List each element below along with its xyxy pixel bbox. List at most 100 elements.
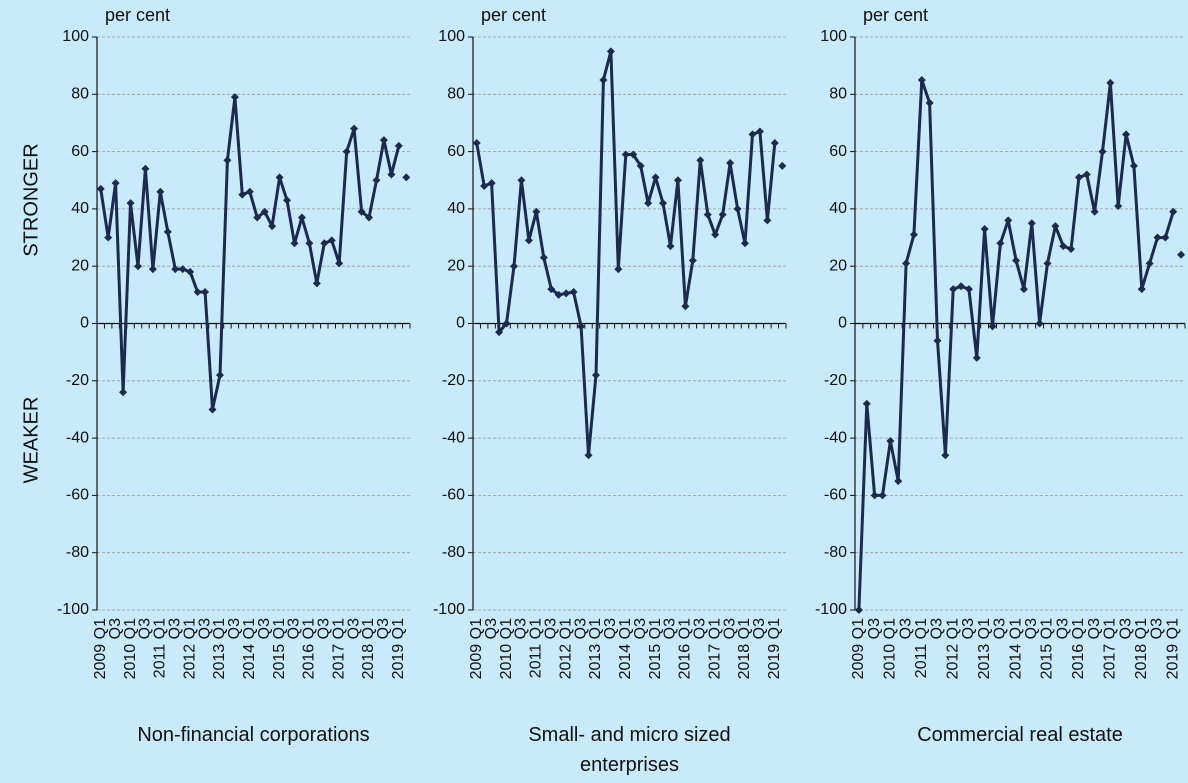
- point-marker: [726, 159, 735, 168]
- point-marker: [703, 210, 712, 219]
- x-tick-label: Q3: [632, 618, 649, 639]
- x-tick-label: 2009 Q1: [92, 618, 109, 679]
- x-tick-label: Q3: [866, 618, 883, 639]
- x-tick-label: 2018 Q1: [736, 618, 753, 679]
- x-tick-label: 2011 Q1: [152, 618, 169, 678]
- point-marker: [357, 207, 366, 216]
- x-tick-label: Q3: [316, 618, 333, 639]
- point-marker: [1090, 207, 1099, 216]
- point-marker: [878, 491, 887, 500]
- x-tick-label: Q3: [1054, 618, 1071, 639]
- point-marker: [854, 606, 863, 614]
- point-marker: [156, 187, 165, 196]
- point-marker: [1051, 222, 1060, 231]
- point-marker: [223, 156, 232, 165]
- y-tick-label: -60: [824, 487, 847, 504]
- x-tick-label: Q3: [929, 618, 946, 639]
- point-marker: [133, 262, 142, 271]
- point-marker: [1004, 216, 1013, 225]
- x-tick-label: 2014 Q1: [241, 618, 258, 679]
- x-tick-label: Q3: [1149, 618, 1166, 639]
- point-marker: [718, 210, 727, 219]
- y-tick-label: -100: [815, 601, 847, 618]
- point-marker: [862, 399, 871, 408]
- y-axis-label: per cent: [863, 5, 928, 25]
- point-marker: [733, 204, 742, 213]
- point-marker: [666, 242, 675, 251]
- y-tick-label: 60: [71, 143, 89, 160]
- point-marker: [163, 227, 172, 236]
- point-marker: [1067, 245, 1076, 254]
- x-tick-label: 2019 Q1: [1164, 618, 1181, 679]
- point-marker: [96, 184, 105, 193]
- y-tick-label: 60: [829, 143, 847, 160]
- x-tick-label: 2013 Q1: [211, 618, 228, 679]
- point-marker: [141, 164, 150, 173]
- point-marker: [327, 236, 336, 245]
- x-tick-label: 2015 Q1: [271, 618, 288, 679]
- x-tick-label: 2011 Q1: [528, 618, 545, 678]
- y-tick-label: -80: [442, 544, 465, 561]
- x-tick-label: Q3: [1023, 618, 1040, 639]
- y-tick-label: 100: [62, 28, 89, 45]
- point-marker: [495, 328, 504, 337]
- y-tick-label: 100: [820, 28, 847, 45]
- point-marker: [554, 290, 563, 299]
- point-marker: [591, 371, 600, 380]
- point-marker: [201, 287, 210, 296]
- point-marker: [539, 253, 548, 262]
- point-marker: [480, 181, 489, 190]
- x-tick-label: Q3: [513, 618, 530, 639]
- point-marker: [312, 279, 321, 288]
- y-tick-label: 0: [456, 315, 465, 332]
- point-marker: [1082, 170, 1091, 179]
- y-tick-label: -80: [66, 544, 89, 561]
- x-tick-label: Q3: [897, 618, 914, 639]
- x-tick-label: 2017 Q1: [330, 618, 347, 679]
- y-tick-label: -20: [442, 372, 465, 389]
- x-tick-label: 2012 Q1: [181, 618, 198, 679]
- y-tick-label: 100: [438, 28, 465, 45]
- point-marker: [696, 156, 705, 165]
- point-marker: [917, 75, 926, 84]
- y-tick-label: 80: [447, 86, 465, 103]
- point-marker: [517, 176, 526, 185]
- point-marker: [925, 98, 934, 107]
- x-tick-label: 2017 Q1: [1102, 618, 1119, 679]
- point-marker: [1027, 219, 1036, 228]
- point-marker: [171, 265, 180, 274]
- x-tick-label: 2013 Q1: [976, 618, 993, 679]
- point-marker: [1177, 250, 1186, 259]
- x-tick-label: Q3: [196, 618, 213, 639]
- x-tick-label: Q3: [1086, 618, 1103, 639]
- point-marker: [372, 176, 381, 185]
- x-tick-label: 2011 Q1: [913, 618, 930, 678]
- point-marker: [1114, 202, 1123, 211]
- point-marker: [957, 282, 966, 291]
- x-tick-label: Q3: [345, 618, 362, 639]
- y-tick-label: 40: [447, 200, 465, 217]
- y-tick-label: -100: [57, 601, 89, 618]
- panel-title: Non-financial corporations: [137, 724, 370, 746]
- y-tick-label: 0: [80, 315, 89, 332]
- y-tick-label: 20: [71, 257, 89, 274]
- point-marker: [260, 207, 269, 216]
- x-tick-label: 2017 Q1: [706, 618, 723, 679]
- point-marker: [1012, 256, 1021, 265]
- point-marker: [394, 141, 403, 150]
- point-marker: [972, 353, 981, 362]
- point-marker: [350, 124, 359, 133]
- x-tick-label: 2019 Q1: [390, 618, 407, 679]
- point-marker: [636, 161, 645, 170]
- point-marker: [755, 127, 764, 136]
- point-marker: [949, 285, 958, 294]
- y-axis-label: per cent: [105, 5, 170, 25]
- point-marker: [599, 75, 608, 84]
- series-line: [99, 95, 401, 411]
- point-marker: [178, 265, 187, 274]
- point-marker: [342, 147, 351, 156]
- x-tick-label: Q3: [286, 618, 303, 639]
- x-tick-label: Q3: [226, 618, 243, 639]
- point-marker: [275, 173, 284, 182]
